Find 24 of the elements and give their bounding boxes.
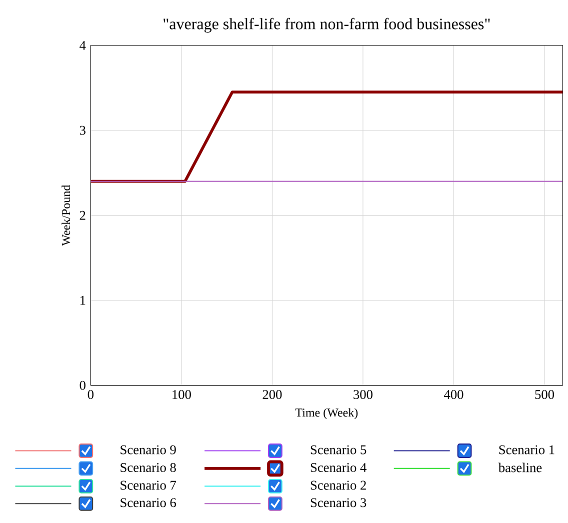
legend-label: Scenario 9 [120, 446, 176, 454]
legend-label: Scenario 3 [310, 498, 366, 508]
legend-label: baseline [498, 462, 542, 472]
legend-label: Scenario 2 [310, 480, 366, 490]
x-tick-label: 400 [444, 390, 464, 400]
legend-label: Scenario 1 [499, 446, 554, 454]
y-tick-label: 0 [80, 381, 86, 390]
legend-label: Scenario 4 [310, 463, 366, 472]
x-axis-title: Time (Week) [295, 408, 358, 420]
x-tick-label: 200 [262, 390, 282, 400]
x-tick-label: 0 [88, 390, 94, 400]
legend-label: Scenario 5 [310, 446, 366, 454]
y-tick-label: 2 [80, 211, 86, 220]
x-tick-label: 100 [172, 390, 191, 400]
chart-title: "average shelf-life from non-farm food businesses" [164, 18, 490, 33]
y-tick-label: 4 [80, 41, 86, 50]
legend-label: Scenario 7 [120, 480, 176, 490]
y-axis-title: Week/Pound [62, 185, 70, 246]
y-tick-label: 3 [80, 126, 86, 135]
legend-label: Scenario 6 [120, 498, 176, 508]
legend-label: Scenario 8 [120, 463, 176, 472]
x-tick-label: 500 [535, 390, 554, 400]
y-tick-label: 1 [80, 296, 86, 305]
x-tick-label: 300 [354, 390, 372, 400]
